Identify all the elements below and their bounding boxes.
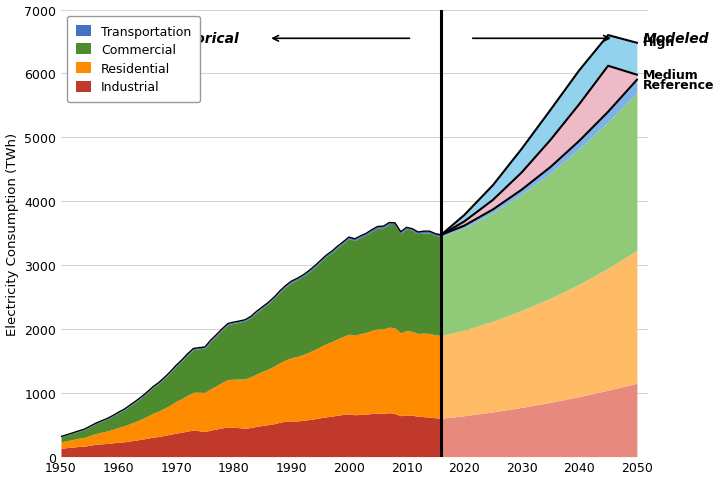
Legend: Transportation, Commercial, Residential, Industrial: Transportation, Commercial, Residential,…: [67, 17, 200, 103]
Text: Reference: Reference: [643, 79, 714, 92]
Text: Medium: Medium: [643, 69, 698, 82]
Y-axis label: Electricity Consumption (TWh): Electricity Consumption (TWh): [6, 132, 19, 335]
Text: High: High: [643, 36, 675, 49]
Text: Modeled: Modeled: [643, 32, 709, 46]
Text: Historical: Historical: [165, 32, 240, 46]
